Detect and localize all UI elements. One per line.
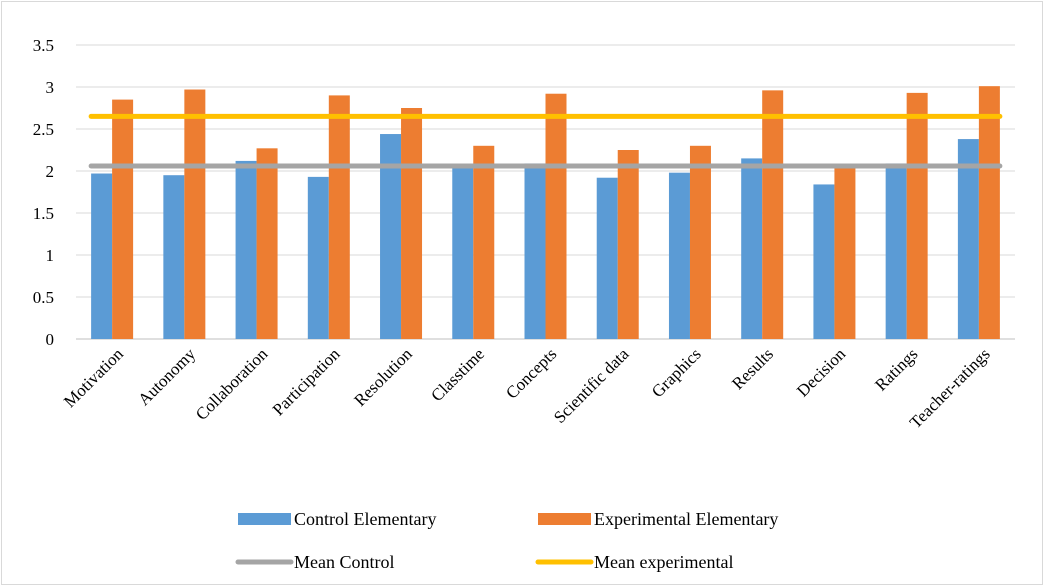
bar-control-elementary-motivation <box>91 173 113 339</box>
y-tick-label: 0 <box>46 330 55 349</box>
legend-label-control-elementary: Control Elementary <box>294 509 436 529</box>
mean-lines <box>88 113 1003 169</box>
x-axis-label: Classtime <box>427 344 488 405</box>
bar-experimental-elementary-participation <box>328 95 350 340</box>
bar-experimental-elementary-ratings <box>906 92 928 339</box>
x-axis-label: Concepts <box>502 344 560 402</box>
legend: Control Elementary Experimental Elementar… <box>235 509 778 572</box>
x-axis-label: Scientific data <box>550 344 633 427</box>
x-axis-label: Ratings <box>871 344 921 394</box>
bar-experimental-elementary-autonomy <box>184 89 206 340</box>
bar-experimental-elementary-results <box>762 90 784 339</box>
y-tick-label: 3.5 <box>33 36 54 55</box>
legend-label-mean-control: Mean Control <box>294 552 395 572</box>
bar-experimental-elementary-resolution <box>401 108 423 339</box>
bar-control-elementary-results <box>741 158 763 339</box>
legend-swatch-experimental-elementary <box>538 513 591 525</box>
bar-control-elementary-ratings <box>885 163 907 339</box>
y-tick-label: 3 <box>46 78 55 97</box>
x-axis-label: Motivation <box>60 344 127 411</box>
bar-experimental-elementary-scientific-data <box>617 150 639 339</box>
bar-experimental-elementary-collaboration <box>256 148 278 339</box>
bar-experimental-elementary-concepts <box>545 93 567 339</box>
bar-control-elementary-graphics <box>668 172 690 339</box>
x-axis-label: Collaboration <box>192 344 272 424</box>
y-tick-label: 1 <box>46 246 55 265</box>
bar-control-elementary-collaboration <box>235 160 257 339</box>
bar-control-elementary-classtime <box>452 165 474 339</box>
y-tick-label: 2 <box>46 162 55 181</box>
bar-experimental-elementary-decision <box>834 165 856 339</box>
bar-experimental-elementary-classtime <box>473 145 495 339</box>
x-axis-label: Results <box>728 344 777 393</box>
bar-control-elementary-teacher-ratings <box>957 139 979 339</box>
y-tick-label: 2.5 <box>33 120 54 139</box>
bars <box>91 86 1000 340</box>
bar-control-elementary-participation <box>307 176 329 339</box>
bar-control-elementary-concepts <box>524 163 546 339</box>
bar-control-elementary-resolution <box>380 134 402 339</box>
y-axis-ticks: 0 0.5 1 1.5 2 2.5 3 3.5 <box>33 36 54 349</box>
legend-label-mean-experimental: Mean experimental <box>594 552 733 572</box>
bar-experimental-elementary-graphics <box>689 145 711 339</box>
bar-control-elementary-decision <box>813 184 835 339</box>
x-axis-label: Autonomy <box>134 344 199 409</box>
legend-label-experimental-elementary: Experimental Elementary <box>594 509 778 529</box>
legend-swatch-control-elementary <box>238 513 291 525</box>
x-axis-label: Participation <box>269 344 344 419</box>
bar-control-elementary-autonomy <box>163 175 185 339</box>
x-axis-label: Decision <box>793 344 850 401</box>
y-tick-label: 0.5 <box>33 288 54 307</box>
x-axis-labels: Motivation AutonomyCollaborationParticipa… <box>60 344 994 432</box>
bar-experimental-elementary-motivation <box>112 99 134 339</box>
bar-experimental-elementary-teacher-ratings <box>978 86 1000 339</box>
x-axis-label: Graphics <box>648 344 705 401</box>
x-axis-label: Resolution <box>350 344 416 410</box>
bar-control-elementary-scientific-data <box>596 177 618 339</box>
y-tick-label: 1.5 <box>33 204 54 223</box>
